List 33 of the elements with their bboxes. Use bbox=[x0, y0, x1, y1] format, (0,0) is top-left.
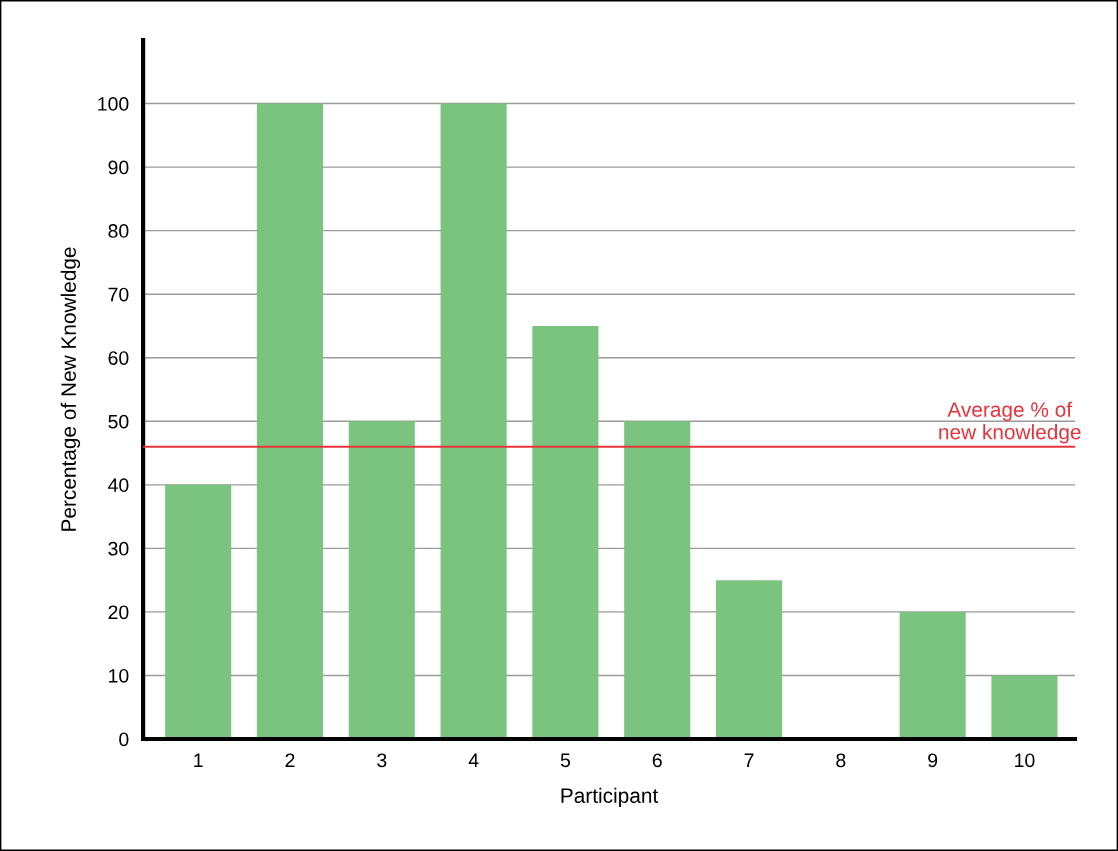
y-tick-label: 80 bbox=[108, 224, 129, 238]
bar bbox=[165, 484, 232, 740]
x-tick-label: 2 bbox=[285, 753, 295, 767]
bar bbox=[624, 421, 691, 740]
x-tick-label: 9 bbox=[928, 753, 938, 768]
y-tick-label: 60 bbox=[108, 351, 129, 365]
x-tick-label: 6 bbox=[652, 753, 662, 768]
y-tick-label: 100 bbox=[98, 97, 129, 111]
ref-line-label: Average % of new knowledge bbox=[939, 401, 1081, 444]
x-tick-label: 4 bbox=[468, 753, 479, 767]
bar bbox=[440, 103, 507, 740]
bar bbox=[991, 675, 1058, 740]
y-tick-label: 70 bbox=[108, 287, 129, 302]
x-tick-label: 1 bbox=[194, 753, 203, 767]
y-axis-title: Percentage of New Knowledge bbox=[60, 247, 81, 531]
x-axis-title: Participant bbox=[561, 787, 659, 808]
x-tick-label: 3 bbox=[377, 753, 387, 768]
bar bbox=[348, 421, 415, 740]
bar bbox=[899, 611, 966, 740]
y-tick-label: 0 bbox=[119, 732, 129, 747]
bar bbox=[715, 580, 783, 740]
x-tick-label: 10 bbox=[1015, 753, 1035, 768]
y-tick-label: 10 bbox=[109, 668, 129, 683]
y-tick-label: 30 bbox=[108, 541, 129, 556]
x-tick-label: 5 bbox=[560, 753, 571, 768]
x-tick-label: 8 bbox=[836, 753, 846, 768]
x-tick-label: 7 bbox=[744, 753, 754, 767]
bar bbox=[532, 325, 599, 740]
y-tick-label: 40 bbox=[108, 478, 129, 493]
bar bbox=[256, 103, 324, 740]
y-tick-label: 50 bbox=[108, 414, 129, 429]
y-tick-label: 90 bbox=[108, 160, 129, 175]
y-tick-label: 20 bbox=[108, 605, 129, 620]
